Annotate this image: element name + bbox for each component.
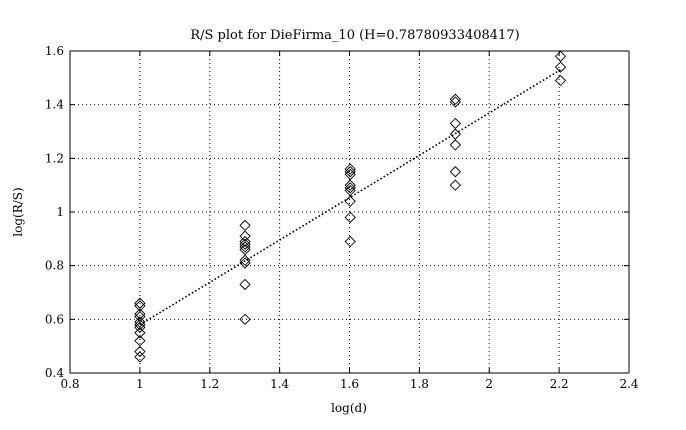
x-tick-label: 1.8 xyxy=(410,377,429,391)
data-point-diamond xyxy=(449,93,461,105)
data-point-diamond xyxy=(239,254,251,266)
data-point-diamond xyxy=(239,278,251,291)
data-point-diamond xyxy=(134,351,146,363)
data-point-diamond xyxy=(134,308,146,320)
data-points xyxy=(134,50,567,363)
data-point-diamond xyxy=(449,179,461,191)
data-point-diamond xyxy=(134,345,146,358)
x-tick-label: 2.4 xyxy=(619,377,638,391)
y-axis-label: log(R/S) xyxy=(11,187,25,236)
fit-line-layer xyxy=(139,69,561,326)
data-point-diamond xyxy=(134,321,146,334)
x-tick-label: 0.8 xyxy=(60,377,79,391)
data-point-diamond xyxy=(134,335,146,347)
y-tick-label: 0.4 xyxy=(45,366,64,380)
data-point-diamond xyxy=(134,311,146,323)
fit-line xyxy=(139,69,561,326)
data-point-diamond xyxy=(134,327,146,339)
y-tick-label: 0.8 xyxy=(45,259,64,273)
x-tick-labels: 0.8 1 1.2 1.4 1.6 1.8 2 2.2 2.4 xyxy=(60,377,638,391)
data-point-diamond xyxy=(239,257,251,269)
plot-frame xyxy=(69,50,630,374)
data-point-diamond xyxy=(344,168,356,181)
data-point-diamond xyxy=(554,74,567,87)
data-point-diamond xyxy=(554,61,567,73)
y-tick-label: 1.4 xyxy=(45,98,64,112)
data-point-diamond xyxy=(344,235,356,248)
data-point-diamond xyxy=(344,195,356,207)
x-tick-label: 2.2 xyxy=(550,377,569,391)
data-point-diamond xyxy=(554,50,567,63)
chart-title: R/S plot for DieFirma_10 (H=0.7878093340… xyxy=(190,28,519,43)
data-point-diamond xyxy=(344,211,356,224)
y-tick-label: 1 xyxy=(56,205,64,219)
x-tick-label: 2 xyxy=(485,377,493,391)
data-point-diamond xyxy=(344,184,356,197)
grid-lines xyxy=(70,51,629,373)
data-point-diamond xyxy=(239,230,251,242)
data-point-diamond xyxy=(344,163,356,175)
data-point-diamond xyxy=(134,316,146,328)
data-point-diamond xyxy=(449,117,461,130)
data-point-diamond xyxy=(344,179,356,191)
data-point-diamond xyxy=(344,166,356,178)
y-tick-label: 0.6 xyxy=(45,312,64,326)
data-point-diamond xyxy=(239,243,251,256)
x-tick-label: 1.4 xyxy=(270,377,289,391)
x-tick-label: 1 xyxy=(136,377,144,391)
data-point-diamond xyxy=(449,166,461,178)
x-axis-label: log(d) xyxy=(331,401,367,415)
data-point-diamond xyxy=(449,139,461,151)
data-point-diamond xyxy=(344,182,356,194)
y-tick-label: 1.2 xyxy=(45,151,64,165)
data-point-diamond xyxy=(449,128,461,140)
data-point-diamond xyxy=(134,300,146,312)
data-point-diamond xyxy=(134,297,146,309)
data-point-diamond xyxy=(239,238,251,250)
data-point-diamond xyxy=(134,319,146,331)
y-tick-label: 1.6 xyxy=(45,44,64,58)
data-point-diamond xyxy=(239,235,251,248)
data-point-diamond xyxy=(449,96,461,108)
y-tick-labels: 0.4 0.6 0.8 1 1.2 1.4 1.6 xyxy=(45,44,64,380)
data-point-diamond xyxy=(239,219,251,232)
data-point-diamond xyxy=(239,313,251,325)
x-tick-label: 1.6 xyxy=(340,377,359,391)
x-tick-label: 1.2 xyxy=(200,377,219,391)
data-point-diamond xyxy=(239,241,251,253)
